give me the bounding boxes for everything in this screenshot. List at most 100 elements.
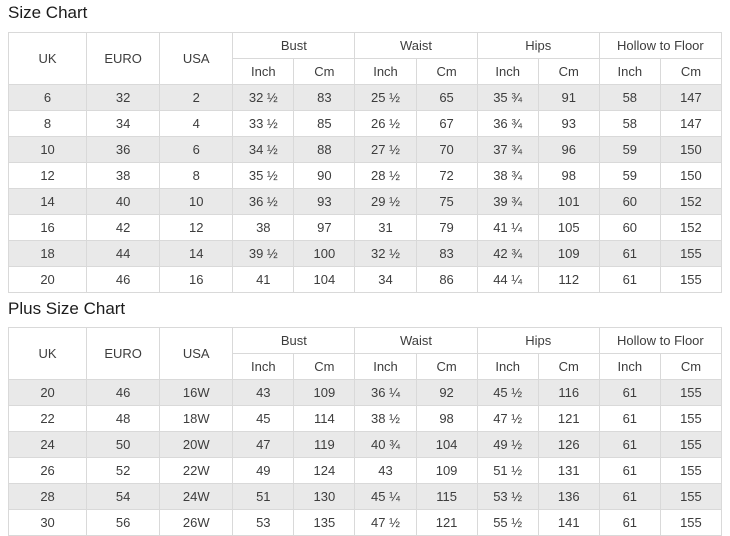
table-cell: 61: [598, 240, 661, 267]
table-cell: 155: [659, 509, 723, 536]
table-cell: 152: [659, 214, 723, 241]
table-cell: 34 ½: [232, 136, 295, 163]
table-cell: 155: [659, 431, 723, 458]
table-row: 22 48 18W 45 114 38 ½ 98 47 ½ 121 61 155: [7, 405, 723, 432]
table-cell: 98: [537, 162, 600, 189]
table-cell: 147: [659, 84, 723, 111]
table-cell: 60: [598, 214, 661, 241]
table-cell: 20: [7, 379, 88, 406]
table-cell: 34: [86, 110, 161, 137]
table-cell: 121: [537, 405, 600, 432]
table-cell: 55 ½: [476, 509, 539, 536]
column-header-hollow-cm: Cm: [659, 58, 723, 85]
table-cell: 58: [598, 84, 661, 111]
table-cell: 152: [659, 188, 723, 215]
column-header-euro: EURO: [86, 32, 161, 85]
table-cell: 16W: [159, 379, 234, 406]
table-cell: 16: [7, 214, 88, 241]
table-cell: 33 ½: [232, 110, 295, 137]
table-cell: 60: [598, 188, 661, 215]
table-cell: 12: [7, 162, 88, 189]
table-cell: 4: [159, 110, 234, 137]
column-group-waist: Waist: [354, 32, 478, 59]
column-header-uk: UK: [7, 327, 88, 380]
table-row: 12 38 8 35 ½ 90 28 ½ 72 38 ¾ 98 59 150: [7, 162, 723, 189]
column-header-bust-inch: Inch: [232, 353, 295, 380]
size-chart-table: UK EURO USA Bust Waist Hips Hollow to Fl…: [7, 32, 723, 293]
table-cell: 12: [159, 214, 234, 241]
table-cell: 100: [293, 240, 356, 267]
table-cell: 109: [415, 457, 478, 484]
table-cell: 104: [293, 266, 356, 293]
table-cell: 86: [415, 266, 478, 293]
table-cell: 67: [415, 110, 478, 137]
table-cell: 147: [659, 110, 723, 137]
column-header-waist-cm: Cm: [415, 353, 478, 380]
column-header-hollow-cm: Cm: [659, 353, 723, 380]
table-cell: 155: [659, 379, 723, 406]
table-cell: 155: [659, 483, 723, 510]
table-cell: 28: [7, 483, 88, 510]
plus-size-chart-table: UK EURO USA Bust Waist Hips Hollow to Fl…: [7, 327, 723, 536]
table-cell: 93: [293, 188, 356, 215]
table-cell: 38 ¾: [476, 162, 539, 189]
table-row: 20 46 16 41 104 34 86 44 ¼ 112 61 155: [7, 266, 723, 293]
column-header-bust-cm: Cm: [293, 353, 356, 380]
table-cell: 112: [537, 266, 600, 293]
column-group-hollow-to-floor: Hollow to Floor: [598, 327, 723, 354]
column-group-hips: Hips: [476, 32, 600, 59]
table-cell: 150: [659, 136, 723, 163]
table-cell: 28 ½: [354, 162, 417, 189]
table-cell: 38: [86, 162, 161, 189]
table-cell: 26W: [159, 509, 234, 536]
table-cell: 43: [354, 457, 417, 484]
table-cell: 38: [232, 214, 295, 241]
table-cell: 22W: [159, 457, 234, 484]
table-cell: 98: [415, 405, 478, 432]
table-cell: 49 ½: [476, 431, 539, 458]
table-cell: 43: [232, 379, 295, 406]
column-group-hips: Hips: [476, 327, 600, 354]
size-chart-page: Size Chart UK EURO USA Bust Waist Hips H…: [0, 3, 730, 536]
table-row: 16 42 12 38 97 31 79 41 ¼ 105 60 152: [7, 214, 723, 241]
table-cell: 8: [159, 162, 234, 189]
table-cell: 61: [598, 405, 661, 432]
table-cell: 51 ½: [476, 457, 539, 484]
table-row: 10 36 6 34 ½ 88 27 ½ 70 37 ¾ 96 59 150: [7, 136, 723, 163]
column-header-waist-cm: Cm: [415, 58, 478, 85]
table-cell: 14: [7, 188, 88, 215]
header-row-units: Inch Cm Inch Cm Inch Cm Inch Cm: [9, 58, 723, 85]
table-cell: 61: [598, 457, 661, 484]
table-cell: 124: [293, 457, 356, 484]
table-cell: 24: [7, 431, 88, 458]
table-row: 28 54 24W 51 130 45 ¼ 115 53 ½ 136 61 155: [7, 483, 723, 510]
table-cell: 70: [415, 136, 478, 163]
header-row-units: Inch Cm Inch Cm Inch Cm Inch Cm: [9, 353, 723, 380]
table-cell: 155: [659, 457, 723, 484]
column-header-bust-inch: Inch: [232, 58, 295, 85]
column-header-usa: USA: [159, 327, 234, 380]
table-cell: 59: [598, 162, 661, 189]
table-cell: 50: [86, 431, 161, 458]
table-cell: 45: [232, 405, 295, 432]
table-cell: 136: [537, 483, 600, 510]
table-cell: 88: [293, 136, 356, 163]
table-cell: 91: [537, 84, 600, 111]
table-cell: 36 ½: [232, 188, 295, 215]
table-cell: 26: [7, 457, 88, 484]
table-row: 18 44 14 39 ½ 100 32 ½ 83 42 ¾ 109 61 155: [7, 240, 723, 267]
column-header-usa: USA: [159, 32, 234, 85]
table-cell: 101: [537, 188, 600, 215]
table-cell: 61: [598, 509, 661, 536]
table-cell: 42 ¾: [476, 240, 539, 267]
table-row: 26 52 22W 49 124 43 109 51 ½ 131 61 155: [7, 457, 723, 484]
table-cell: 83: [415, 240, 478, 267]
plus-size-chart-title: Plus Size Chart: [8, 299, 126, 318]
table-cell: 32 ½: [232, 84, 295, 111]
table-cell: 26 ½: [354, 110, 417, 137]
table-cell: 65: [415, 84, 478, 111]
table-cell: 141: [537, 509, 600, 536]
table-cell: 32: [86, 84, 161, 111]
table-cell: 61: [598, 266, 661, 293]
table-cell: 52: [86, 457, 161, 484]
